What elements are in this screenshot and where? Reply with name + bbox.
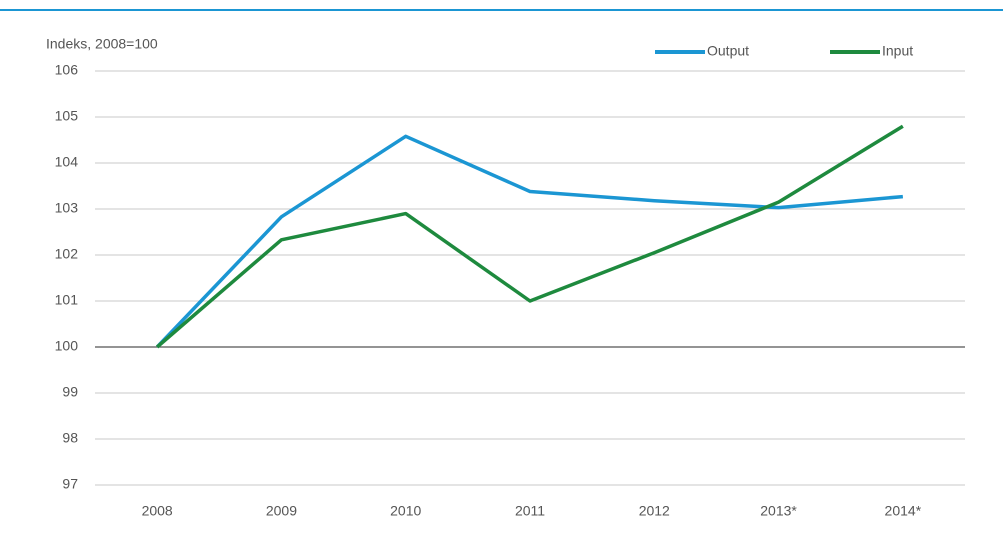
y-tick-label: 98: [62, 430, 78, 446]
x-tick-label: 2014*: [885, 503, 922, 519]
y-tick-label: 99: [62, 384, 78, 400]
x-tick-label: 2012: [639, 503, 670, 519]
y-tick-label: 100: [55, 338, 79, 354]
legend-label: Output: [707, 43, 749, 59]
y-tick-label: 102: [55, 246, 79, 262]
data-line: [155, 134, 904, 349]
y-tick-label: 104: [55, 154, 79, 170]
y-axis-label: Indeks, 2008=100: [46, 36, 158, 52]
legend-label: Input: [882, 43, 913, 59]
y-tick-label: 101: [55, 292, 79, 308]
x-tick-label: 2011: [515, 503, 545, 519]
y-tick-label: 103: [55, 200, 79, 216]
x-tick-label: 2009: [266, 503, 297, 519]
x-tick-label: 2013*: [760, 503, 797, 519]
x-tick-label: 2010: [390, 503, 421, 519]
y-tick-label: 105: [55, 108, 79, 124]
data-line: [156, 124, 904, 349]
y-tick-label: 106: [55, 62, 79, 78]
y-tick-label: 97: [62, 476, 78, 492]
x-tick-label: 2008: [142, 503, 173, 519]
